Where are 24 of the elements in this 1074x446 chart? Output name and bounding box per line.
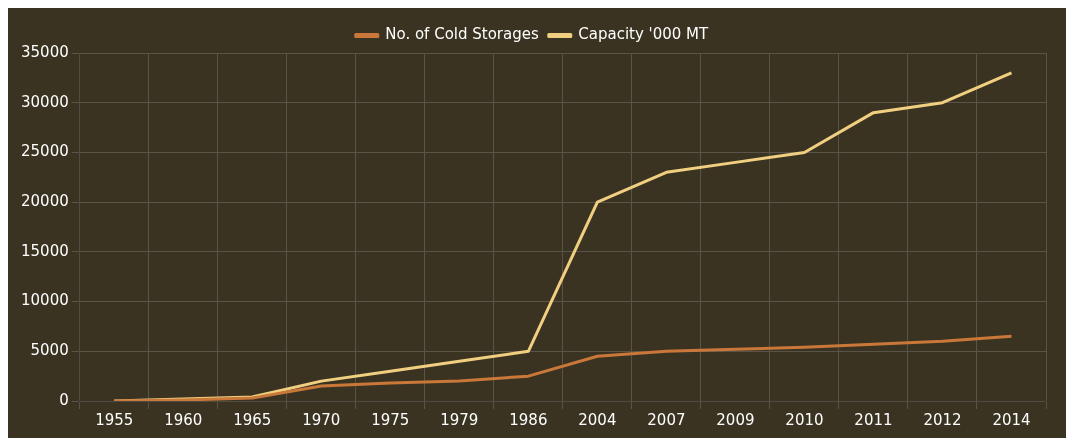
y-tick-label: 20000 [21,192,69,211]
x-tick-label: 2012 [923,410,962,429]
x-tick-label: 1970 [302,410,341,429]
y-tick-label: 0 [59,390,69,409]
x-tick-label: 1955 [95,410,134,429]
legend-label: No. of Cold Storages [385,25,539,44]
x-tick-label: 2009 [716,410,755,429]
y-tick-label: 30000 [21,92,69,111]
x-tick-label: 1986 [509,410,548,429]
y-tick-label: 25000 [21,142,69,161]
x-tick-label: 2014 [992,410,1031,429]
x-tick-label: 2010 [785,410,824,429]
x-tick-label: 2007 [647,410,686,429]
legend-label: Capacity '000 MT [578,25,710,44]
x-tick-label: 2011 [854,410,893,429]
x-tick-label: 1975 [371,410,410,429]
y-tick-label: 5000 [30,341,69,360]
y-tick-label: 35000 [21,42,69,61]
y-tick-label: 10000 [21,291,69,310]
x-tick-label: 1965 [233,410,272,429]
x-tick-label: 2004 [578,410,617,429]
y-tick-label: 15000 [21,241,69,260]
x-tick-label: 1979 [440,410,479,429]
x-tick-label: 1960 [164,410,203,429]
